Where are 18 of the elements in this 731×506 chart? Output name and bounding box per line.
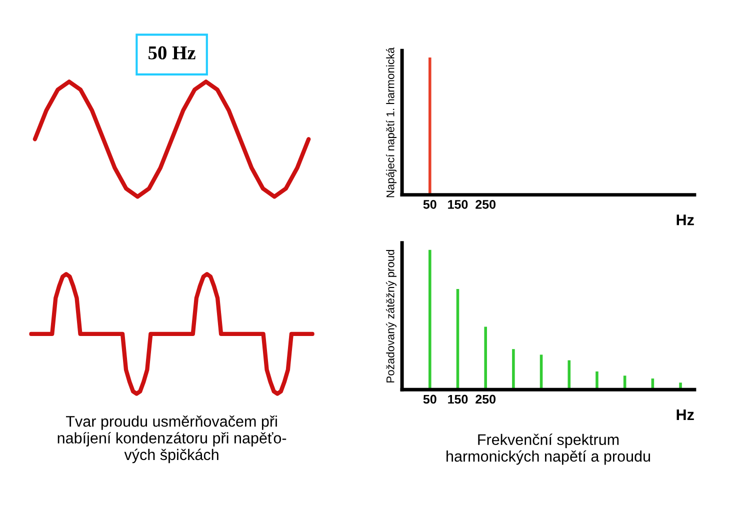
bar: [568, 360, 571, 390]
x-tick-label: 150: [448, 394, 468, 404]
bar: [484, 326, 487, 390]
x-tick-label: 250: [476, 200, 496, 209]
x-axis-title: Hz: [676, 409, 694, 420]
x-tick-label: 50: [423, 200, 436, 209]
x-axis-title: Hz: [676, 214, 694, 226]
text: Frekvenční spektrum harmonických napětí a proudu: [446, 434, 650, 465]
x-tick-label: 150: [448, 200, 468, 209]
y-axis-title: Požadovaný zátěžný proud: [386, 250, 396, 382]
x-tick-label: 50: [423, 394, 436, 404]
text: Tvar proudu usměrňovačem při nabíjení kondenzátoru při napěťo- vých špičkách: [58, 416, 286, 464]
x-tick-label: 250: [476, 394, 496, 404]
bar: [428, 250, 432, 390]
y-axis-title: Napájecí napětí 1. harmonická: [386, 47, 396, 198]
bar: [596, 371, 598, 390]
bar: [512, 349, 515, 390]
chart-title: 50 Hz: [148, 46, 196, 60]
